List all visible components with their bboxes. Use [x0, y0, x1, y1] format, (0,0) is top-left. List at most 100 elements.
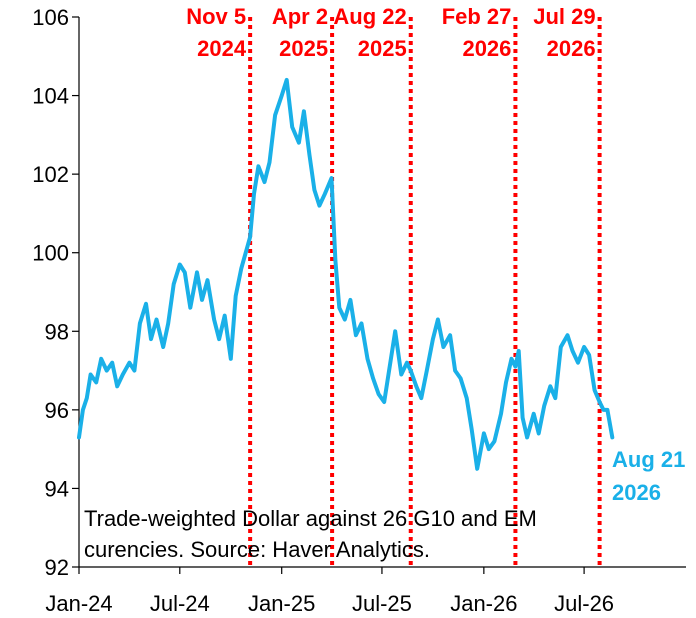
data-point — [425, 369, 429, 373]
series-line — [77, 77, 615, 471]
data-point — [110, 361, 114, 365]
y-tick-label: 100 — [32, 241, 69, 266]
data-point — [382, 400, 386, 404]
data-point — [448, 333, 452, 337]
series-group — [77, 77, 615, 471]
data-point — [354, 333, 358, 337]
data-point — [419, 396, 423, 400]
data-point — [348, 298, 352, 302]
x-tick-label: Jul-25 — [352, 591, 412, 616]
data-point — [513, 365, 518, 369]
data-point — [234, 294, 238, 298]
data-point — [582, 345, 586, 349]
data-point — [470, 427, 474, 432]
data-point — [149, 337, 153, 341]
source-note: Trade-weighted Dollar against 26 G10 and… — [84, 503, 604, 565]
data-point — [89, 372, 93, 377]
data-point — [553, 396, 557, 400]
data-point — [525, 435, 529, 439]
data-point — [217, 337, 221, 341]
data-point — [537, 431, 541, 435]
data-point — [329, 176, 334, 180]
data-point — [307, 152, 311, 157]
data-point — [475, 467, 479, 471]
data-point — [453, 369, 457, 373]
data-point — [598, 400, 602, 404]
event-label-year: 2024 — [197, 36, 247, 61]
data-point — [200, 298, 204, 302]
data-point — [178, 262, 182, 267]
data-point — [273, 113, 277, 117]
data-point — [610, 435, 614, 439]
x-tick-label: Jan-25 — [248, 591, 315, 616]
data-point — [183, 270, 187, 274]
data-point — [492, 439, 496, 443]
end-label-year: 2026 — [612, 480, 661, 505]
data-point — [570, 349, 575, 353]
x-tick-label: Jul-24 — [150, 591, 210, 616]
data-point — [337, 306, 341, 310]
data-point — [312, 188, 316, 192]
y-tick-label: 98 — [45, 319, 69, 344]
data-point — [482, 431, 486, 435]
x-tick-label: Jul-26 — [554, 591, 614, 616]
x-tick-label: Jan-26 — [450, 591, 517, 616]
data-point — [593, 388, 597, 392]
data-point — [280, 94, 284, 98]
data-point — [121, 372, 125, 377]
data-point — [297, 141, 301, 145]
data-point — [542, 404, 546, 408]
y-tick-label: 102 — [32, 162, 69, 187]
data-point — [399, 372, 403, 377]
data-point — [302, 109, 306, 113]
event-label-date: Feb 27 — [442, 4, 512, 29]
data-point — [285, 78, 289, 82]
data-point — [94, 380, 98, 384]
event-label-date: Aug 22 — [333, 4, 406, 29]
data-point — [414, 384, 418, 388]
x-tick-label: Jan-24 — [45, 591, 112, 616]
data-point — [256, 164, 260, 168]
axes: 92 94 96 98 100 102 104 106 Jan-24 Jul-24 Jan-25 Ju… — [32, 5, 686, 616]
y-tick-label: 92 — [45, 555, 69, 580]
data-point — [436, 317, 440, 322]
data-point — [441, 345, 445, 349]
event-label-year: 2025 — [279, 36, 328, 61]
data-point — [565, 333, 570, 337]
data-point — [105, 369, 109, 373]
data-point — [239, 266, 243, 270]
source-note-line-2: curencies. Source: Haver Analytics. — [84, 537, 431, 562]
data-point — [77, 435, 81, 439]
data-point — [431, 337, 435, 341]
data-point — [405, 361, 409, 365]
data-point — [601, 408, 606, 412]
data-point — [138, 321, 142, 325]
data-point — [499, 412, 503, 416]
data-point — [509, 357, 514, 361]
data-point — [393, 329, 397, 333]
data-point — [246, 243, 250, 247]
data-point — [205, 278, 210, 282]
event-label-year: 2025 — [358, 36, 407, 61]
data-point — [81, 408, 85, 412]
data-point — [290, 125, 294, 129]
data-point — [154, 317, 159, 322]
data-point — [317, 204, 321, 208]
source-note-line-1: Trade-weighted Dollar against 26 G10 and… — [84, 506, 537, 531]
event-label-date: Jul 29 — [533, 4, 595, 29]
data-point — [127, 361, 131, 365]
event-label-date: Apr 2 — [272, 4, 328, 29]
data-point — [172, 282, 176, 286]
y-tick-label: 106 — [32, 5, 69, 30]
data-point — [517, 349, 521, 353]
data-point — [504, 380, 508, 384]
data-point — [229, 357, 233, 361]
data-point — [99, 357, 103, 361]
data-point — [548, 384, 552, 388]
data-point — [161, 345, 165, 349]
event-label-year: 2026 — [462, 36, 511, 61]
data-point — [333, 259, 337, 263]
event-label-date: Nov 5 — [186, 4, 246, 29]
